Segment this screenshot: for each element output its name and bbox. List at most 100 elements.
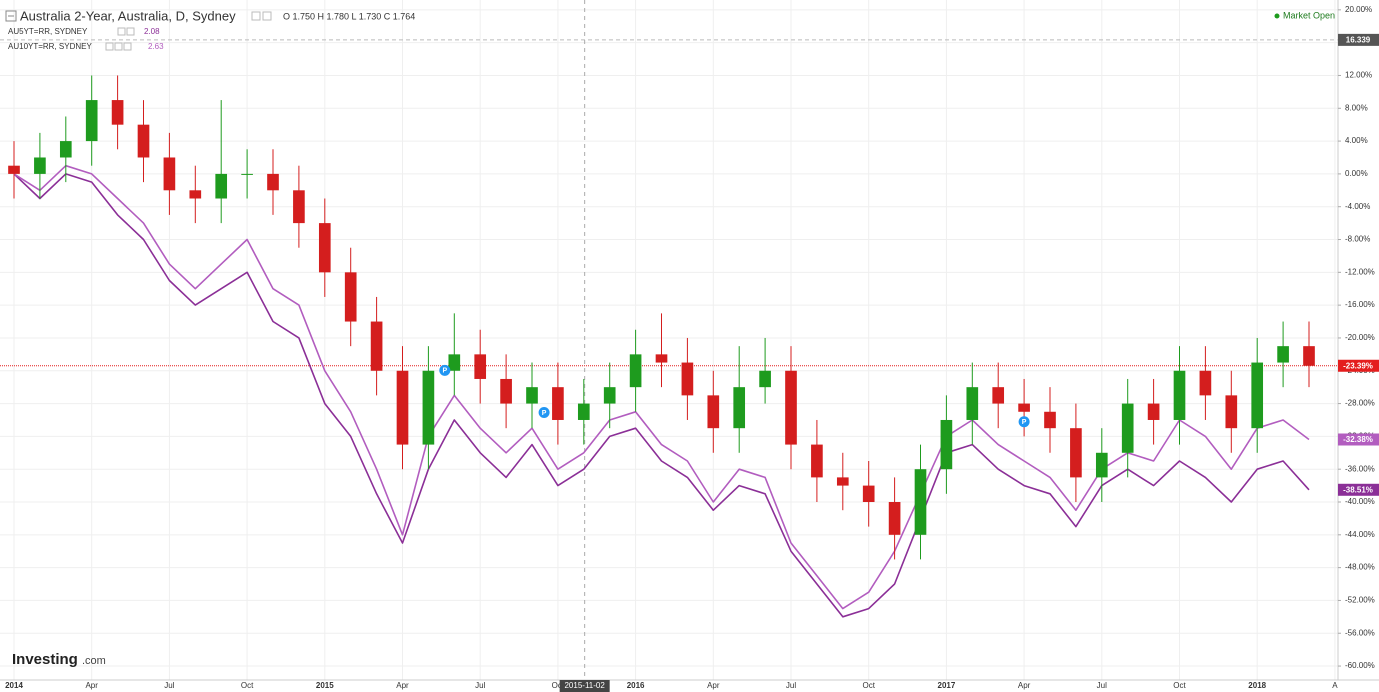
axis-badge: [1338, 483, 1379, 496]
x-tick-label: Apr: [396, 681, 409, 690]
candle-body: [966, 387, 979, 420]
candle-body: [552, 387, 564, 420]
candle-body: [215, 173, 228, 199]
candle-body: [1303, 346, 1315, 366]
series-line: [13, 164, 1310, 610]
candle-body: [267, 173, 279, 191]
candle-body: [344, 272, 357, 322]
candle-body: [1225, 395, 1238, 429]
x-tick-label: Apr: [1018, 681, 1031, 690]
ohlc-values: O 1.750 H 1.780 L 1.730 C 1.764: [283, 11, 415, 21]
x-tick-label: Apr: [707, 681, 720, 690]
axis-badge-label: 16.339: [1346, 35, 1371, 44]
logo: Investing: [12, 651, 78, 668]
candle-body: [474, 354, 487, 379]
candle-body: [914, 469, 927, 535]
y-tick-label: -60.00%: [1345, 661, 1375, 670]
event-marker-label: P: [542, 410, 547, 417]
event-marker: [1018, 416, 1030, 428]
candle-body: [1251, 362, 1264, 429]
event-marker-label: P: [1022, 419, 1027, 426]
x-tick-label: Oct: [241, 681, 254, 690]
market-status: Market Open: [1283, 10, 1335, 20]
y-tick-label: 4.00%: [1345, 136, 1368, 145]
candle-body: [111, 100, 124, 125]
y-tick-label: -48.00%: [1345, 563, 1375, 572]
x-tick-label: A: [1332, 681, 1338, 690]
axis-badge: [1338, 433, 1379, 446]
candle-body: [681, 362, 694, 396]
y-tick-label: 8.00%: [1345, 103, 1368, 112]
candle-body: [241, 173, 253, 175]
y-tick-label: 12.00%: [1345, 71, 1372, 80]
control[interactable]: [251, 11, 261, 21]
x-tick-label: Apr: [85, 681, 98, 690]
candle-body: [1173, 370, 1186, 420]
y-tick-label: -16.00%: [1345, 300, 1375, 309]
x-tick-label: Jul: [164, 681, 174, 690]
controls: [105, 11, 272, 51]
candle-body: [1095, 452, 1108, 478]
candle-body: [396, 370, 409, 445]
x-tick-label: 2014: [5, 681, 23, 690]
legend-quote: 2.63: [148, 42, 164, 51]
event-marker: [439, 364, 451, 376]
candle-body: [785, 370, 797, 445]
candle-body: [59, 141, 72, 158]
candle-body: [577, 403, 590, 420]
control[interactable]: [123, 42, 132, 51]
candle-body: [888, 502, 901, 535]
y-tick-label: -28.00%: [1345, 399, 1375, 408]
x-tick-label: 2018: [1248, 681, 1266, 690]
y-tick-label: 20.00%: [1345, 5, 1372, 14]
candle-body: [811, 444, 823, 478]
legend-entry: AU5YT=RR, SYDNEY: [8, 27, 88, 36]
event-marker-label: P: [442, 368, 447, 375]
candle-body: [1121, 403, 1134, 453]
crosshair-badge: [559, 680, 610, 692]
candle-body: [318, 223, 331, 273]
x-tick-label: Oct: [1173, 681, 1186, 690]
y-tick-label: -52.00%: [1345, 596, 1375, 605]
candle-body: [1070, 428, 1082, 478]
axis-badge-label: -23.39%: [1343, 361, 1373, 370]
y-tick-label: -40.00%: [1345, 497, 1375, 506]
axis-badge-label: -32.38%: [1343, 435, 1373, 444]
y-tick-label: -8.00%: [1345, 235, 1370, 244]
candle-body: [163, 157, 176, 191]
control[interactable]: [126, 27, 135, 36]
control[interactable]: [114, 42, 123, 51]
legend-entry: AU10YT=RR, SYDNEY: [8, 42, 92, 51]
y-tick-label: -4.00%: [1345, 202, 1370, 211]
control[interactable]: [117, 27, 126, 36]
collapse-icon[interactable]: [5, 10, 17, 22]
candle-body: [733, 387, 746, 429]
x-tick-label: Jul: [786, 681, 796, 690]
candle-body: [707, 395, 720, 429]
y-tick-label: -12.00%: [1345, 267, 1375, 276]
candle-body: [85, 100, 98, 142]
candle-body: [836, 477, 849, 486]
candle-body: [1018, 403, 1030, 412]
axis-badge-label: -38.51%: [1343, 485, 1373, 494]
status-dot: [1274, 13, 1280, 19]
event-marker: [538, 406, 550, 418]
candle-body: [189, 190, 202, 199]
candle-body: [862, 485, 875, 503]
legend-quote: 2.08: [144, 27, 160, 36]
candle-body: [370, 321, 383, 371]
candle-body: [1044, 411, 1056, 429]
y-tick-label: -20.00%: [1345, 333, 1375, 342]
candle-body: [422, 370, 435, 445]
candle-body: [137, 124, 150, 158]
candle-body: [603, 387, 616, 404]
control[interactable]: [262, 11, 272, 21]
plot: P P P: [0, 0, 1338, 680]
candle-body: [500, 378, 512, 404]
axis-badge: [1338, 33, 1379, 46]
legend: Australia 2-Year, Australia, D, Sydney O…: [5, 8, 1335, 51]
candle-body: [940, 419, 953, 470]
control[interactable]: [105, 42, 114, 51]
